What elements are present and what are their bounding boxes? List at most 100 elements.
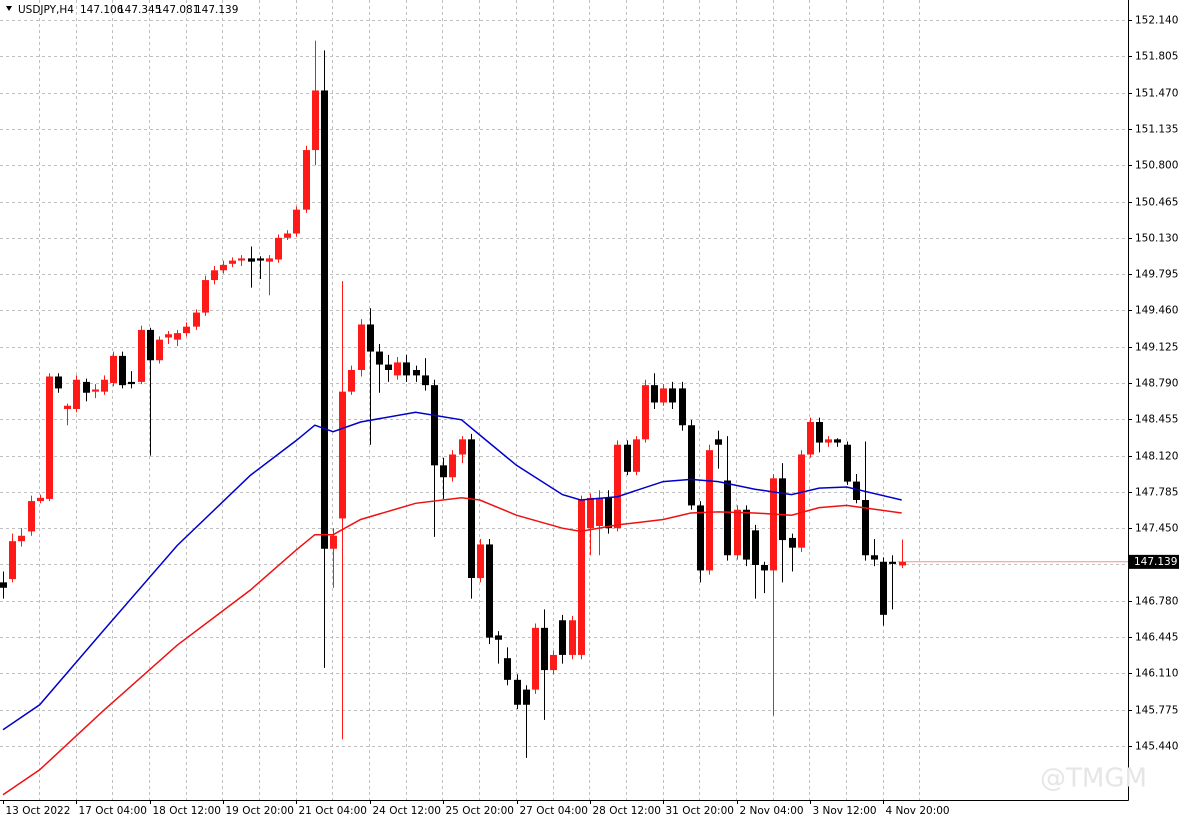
y-tick-label: 145.440 (1135, 741, 1178, 753)
x-tick-label: 31 Oct 20:00 (666, 805, 734, 817)
candle-body (486, 544, 493, 638)
candle-body (559, 620, 566, 655)
candle-body (761, 565, 768, 571)
candle-body (752, 530, 759, 566)
candle-body (651, 385, 658, 403)
y-tick-label: 146.110 (1135, 668, 1178, 680)
candle-body (73, 379, 80, 409)
x-tick-label: 18 Oct 12:00 (153, 805, 221, 817)
y-tick-label: 151.805 (1135, 51, 1178, 63)
candle-body (312, 90, 319, 151)
candle-body (523, 689, 530, 705)
candle-body (394, 362, 401, 376)
y-tick-label: 150.800 (1135, 160, 1178, 172)
candle-body (303, 150, 310, 210)
axes: 152.140 151.805 151.470 151.135 150.800 150.4… (3, 15, 1179, 817)
x-tick-label: 28 Oct 12:00 (593, 805, 661, 817)
candle-body (0, 582, 7, 588)
candle-body (569, 620, 576, 655)
candle-body (147, 329, 154, 361)
x-tick-label: 24 Oct 12:00 (373, 805, 441, 817)
candle-body (495, 635, 502, 640)
candle-body (614, 444, 621, 529)
candle-body (101, 379, 108, 392)
candle-body (165, 334, 172, 338)
candle-body (293, 209, 300, 234)
x-tick-label: 19 Oct 20:00 (226, 805, 294, 817)
candle-body (138, 329, 145, 382)
y-tick-label: 148.790 (1135, 378, 1178, 390)
y-tick-label: 146.445 (1135, 632, 1178, 644)
candle-body (807, 421, 814, 455)
candle-body (37, 497, 44, 502)
candle-body (92, 389, 99, 392)
current-price-label: 147.139 (1134, 556, 1177, 568)
candle-body (624, 444, 631, 472)
candle-body (459, 439, 466, 455)
y-tick-label: 149.460 (1135, 305, 1178, 317)
candle-body (578, 500, 585, 655)
y-tick-label: 146.780 (1135, 596, 1178, 608)
x-tick-label: 4 Nov 20:00 (886, 805, 950, 817)
candle-body (64, 405, 71, 409)
y-tick-label: 151.470 (1135, 88, 1178, 100)
candle-body (816, 421, 823, 443)
candle-body (724, 480, 731, 556)
candle-body (862, 500, 869, 556)
candle-body (633, 439, 640, 472)
candle-body (468, 439, 475, 579)
candle-body (734, 509, 741, 556)
candle-body (46, 376, 53, 499)
candle-body (688, 425, 695, 506)
candle-body (697, 505, 704, 571)
header-close: 147.139 (195, 4, 238, 16)
candle-body (229, 260, 236, 264)
y-tick-label: 151.135 (1135, 124, 1178, 136)
menu-triangle[interactable] (6, 6, 12, 11)
candle-body (715, 439, 722, 445)
grid (0, 0, 1128, 800)
moving-average (2, 411, 902, 731)
candle-body (367, 324, 374, 352)
candle-body (422, 375, 429, 386)
x-tick-label: 17 Oct 04:00 (79, 805, 147, 817)
candle-body (28, 501, 35, 532)
candle-body (348, 369, 355, 392)
candle-body (550, 654, 557, 671)
candle-body (825, 439, 832, 443)
candle-body (743, 509, 750, 560)
candle-body (605, 497, 612, 529)
candle-body (358, 324, 365, 370)
candle-body (889, 561, 896, 564)
candle-body (321, 90, 328, 549)
x-tick-label: 3 Nov 12:00 (813, 805, 877, 817)
candle-body (514, 679, 521, 705)
y-tick-label: 149.125 (1135, 342, 1178, 354)
candle-body (339, 391, 346, 519)
symbol: USDJPY,H4 (18, 4, 74, 16)
plot (0, 40, 906, 796)
candle-body (853, 481, 860, 500)
candle-body (541, 627, 548, 671)
candle-body (834, 439, 841, 443)
candle-body (248, 258, 255, 262)
candle-body (477, 544, 484, 579)
header-low: 147.081 (156, 4, 199, 16)
candle-body (440, 465, 447, 478)
y-tick-label: 147.785 (1135, 487, 1178, 499)
y-tick-label: 147.450 (1135, 523, 1178, 535)
x-tick-label: 27 Oct 04:00 (520, 805, 588, 817)
candle-body (899, 561, 906, 566)
candle-body (779, 478, 786, 541)
candle-body (110, 355, 117, 383)
header-open: 147.106 (80, 4, 124, 16)
x-tick-label: 2 Nov 04:00 (740, 805, 804, 817)
candle-body (211, 270, 218, 281)
candle-body (431, 385, 438, 466)
y-tick-label: 152.140 (1135, 15, 1178, 27)
candle-body (871, 555, 878, 560)
y-tick-label: 148.455 (1135, 414, 1178, 426)
candle-body (220, 264, 227, 271)
